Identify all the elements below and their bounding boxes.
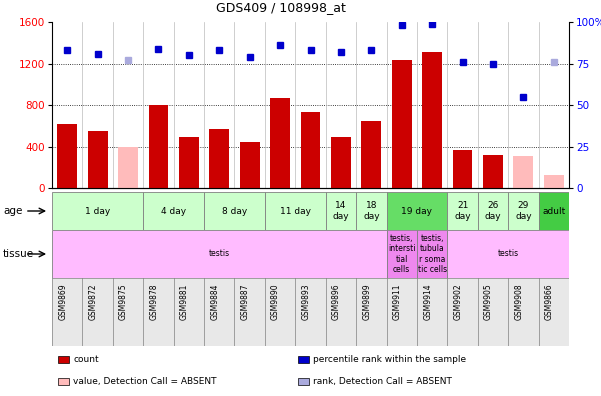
Bar	[386, 230, 417, 278]
Bar	[265, 192, 326, 230]
Text: GSM9872: GSM9872	[88, 284, 97, 320]
Text: 8 day: 8 day	[222, 206, 247, 215]
Bar	[513, 156, 533, 188]
Bar	[204, 192, 265, 230]
Bar	[361, 121, 381, 188]
Text: count: count	[73, 355, 99, 364]
Bar	[508, 192, 538, 230]
Bar	[447, 230, 569, 278]
Bar	[148, 105, 168, 188]
Bar	[423, 52, 442, 188]
Bar	[326, 192, 356, 230]
Bar	[52, 192, 143, 230]
Text: GSM9890: GSM9890	[271, 284, 280, 320]
Text: GSM9914: GSM9914	[423, 284, 432, 320]
Text: testis,
tubula
r soma
tic cells: testis, tubula r soma tic cells	[418, 234, 447, 274]
Text: testis: testis	[498, 249, 519, 259]
Bar	[331, 137, 351, 188]
Text: 21
day: 21 day	[454, 201, 471, 221]
Text: GDS409 / 108998_at: GDS409 / 108998_at	[216, 0, 346, 13]
Bar	[386, 192, 447, 230]
Text: GSM9869: GSM9869	[58, 284, 67, 320]
Bar	[179, 137, 199, 188]
Bar	[417, 230, 447, 278]
Bar	[453, 150, 472, 188]
Bar	[478, 192, 508, 230]
Text: testis: testis	[209, 249, 230, 259]
Text: adult: adult	[542, 206, 566, 215]
Bar	[57, 124, 77, 188]
Text: tissue: tissue	[3, 249, 34, 259]
Bar	[270, 98, 290, 188]
Bar	[300, 112, 320, 188]
Bar	[483, 155, 503, 188]
Text: 29
day: 29 day	[515, 201, 532, 221]
Bar	[88, 131, 108, 188]
Text: GSM9908: GSM9908	[514, 284, 523, 320]
Text: 14
day: 14 day	[332, 201, 349, 221]
Bar	[118, 147, 138, 188]
Text: 11 day: 11 day	[280, 206, 311, 215]
Text: GSM9884: GSM9884	[210, 284, 219, 320]
Text: GSM9902: GSM9902	[454, 284, 463, 320]
Bar	[356, 192, 386, 230]
Text: testis,
intersti
tial
cells: testis, intersti tial cells	[388, 234, 415, 274]
Text: 19 day: 19 day	[401, 206, 433, 215]
Text: 1 day: 1 day	[85, 206, 110, 215]
Bar	[392, 61, 412, 188]
Bar	[240, 143, 260, 188]
Text: rank, Detection Call = ABSENT: rank, Detection Call = ABSENT	[314, 377, 453, 386]
Text: GSM9866: GSM9866	[545, 284, 554, 320]
Text: 4 day: 4 day	[161, 206, 186, 215]
Text: GSM9896: GSM9896	[332, 284, 341, 320]
Text: percentile rank within the sample: percentile rank within the sample	[314, 355, 466, 364]
Text: value, Detection Call = ABSENT: value, Detection Call = ABSENT	[73, 377, 216, 386]
Text: GSM9893: GSM9893	[302, 284, 311, 320]
Bar	[52, 230, 386, 278]
Text: GSM9881: GSM9881	[180, 284, 189, 320]
Bar	[143, 192, 204, 230]
Bar	[538, 192, 569, 230]
Text: GSM9887: GSM9887	[240, 284, 249, 320]
Text: 18
day: 18 day	[363, 201, 380, 221]
Text: GSM9875: GSM9875	[119, 284, 128, 320]
Text: GSM9899: GSM9899	[362, 284, 371, 320]
Text: GSM9878: GSM9878	[150, 284, 159, 320]
Text: GSM9905: GSM9905	[484, 284, 493, 320]
Text: age: age	[3, 206, 22, 216]
Bar	[209, 129, 229, 188]
Bar	[544, 175, 564, 188]
Bar	[447, 192, 478, 230]
Text: 26
day: 26 day	[484, 201, 501, 221]
Text: GSM9911: GSM9911	[392, 284, 401, 320]
